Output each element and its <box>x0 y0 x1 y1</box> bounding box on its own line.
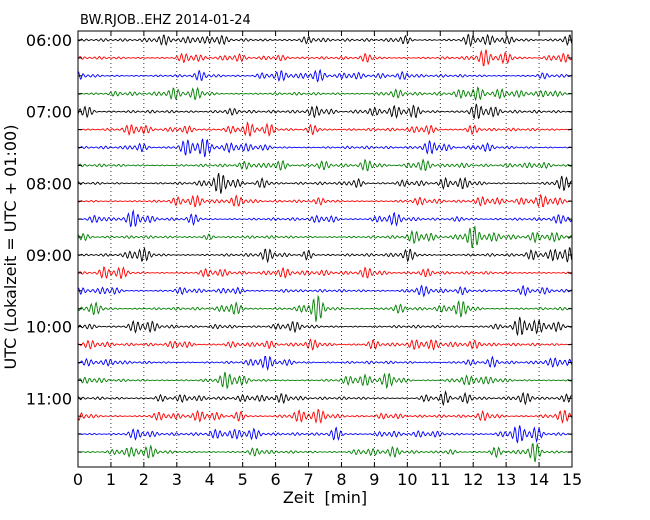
trace-line-6 <box>77 121 572 137</box>
trace-line-10 <box>77 193 572 208</box>
x-tick-label-9: 9 <box>369 470 379 489</box>
trace-line-21 <box>77 390 572 407</box>
trace-line-5 <box>77 103 572 120</box>
x-axis-ticks: 0 1 2 3 4 5 6 7 8 9 10 11 12 13 14 15 <box>73 31 582 489</box>
x-tick-label-8: 8 <box>336 470 346 489</box>
x-axis-label: Zeit [min] <box>283 488 367 507</box>
trace-line-22 <box>77 408 572 424</box>
x-tick-label-12: 12 <box>463 470 483 489</box>
x-tick-label-4: 4 <box>205 470 215 489</box>
trace-line-13 <box>77 246 572 264</box>
trace-line-7 <box>77 138 572 158</box>
vertical-gridlines <box>110 31 540 467</box>
x-tick-label-15: 15 <box>562 470 582 489</box>
x-tick-label-10: 10 <box>397 470 417 489</box>
x-tick-label-14: 14 <box>529 470 549 489</box>
trace-line-15 <box>77 284 572 298</box>
trace-line-19 <box>77 355 572 372</box>
trace-line-2 <box>77 49 572 67</box>
y-tick-label-0800: 08:00 <box>26 174 72 193</box>
x-tick-label-6: 6 <box>271 470 281 489</box>
trace-line-3 <box>77 68 572 83</box>
trace-line-20 <box>77 371 572 390</box>
y-axis-ticks: 06:00 07:00 08:00 09:00 10:00 11:00 <box>26 31 572 453</box>
y-tick-label-1000: 10:00 <box>26 318 72 337</box>
plot-frame <box>77 30 573 468</box>
x-tick-label-3: 3 <box>172 470 182 489</box>
trace-line-18 <box>77 338 572 351</box>
trace-line-11 <box>77 209 572 228</box>
trace-line-16 <box>77 294 572 322</box>
y-tick-label-0700: 07:00 <box>26 103 72 122</box>
x-tick-label-2: 2 <box>139 470 149 489</box>
trace-line-8 <box>77 158 572 172</box>
x-tick-label-5: 5 <box>238 470 248 489</box>
y-axis-label: UTC (Lokalzeit = UTC + 01:00) <box>1 125 20 370</box>
x-tick-label-0: 0 <box>73 470 83 489</box>
seismic-traces <box>77 33 572 463</box>
y-tick-label-0900: 09:00 <box>26 246 72 265</box>
trace-line-14 <box>77 266 572 280</box>
x-tick-label-13: 13 <box>496 470 516 489</box>
chart-title: BW.RJOB..EHZ 2014-01-24 <box>80 13 251 28</box>
y-tick-label-1100: 11:00 <box>26 389 72 408</box>
trace-line-24 <box>77 442 572 463</box>
trace-line-1 <box>77 33 572 48</box>
trace-line-17 <box>77 316 572 337</box>
x-tick-label-7: 7 <box>303 470 313 489</box>
trace-line-12 <box>77 225 572 249</box>
trace-line-4 <box>77 86 572 102</box>
trace-line-9 <box>78 172 572 194</box>
x-tick-label-1: 1 <box>106 470 116 489</box>
y-tick-label-0600: 06:00 <box>26 31 72 50</box>
trace-line-23 <box>77 425 572 444</box>
x-tick-label-11: 11 <box>430 470 450 489</box>
